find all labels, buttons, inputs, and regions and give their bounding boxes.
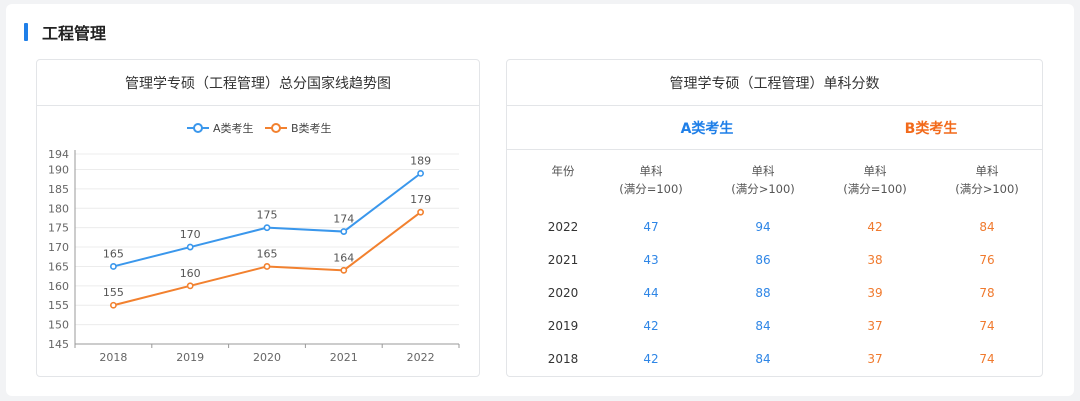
data-point <box>340 228 348 235</box>
trend-chart-title: 管理学专硕（工程管理）总分国家线趋势图 <box>37 60 479 106</box>
col-head-bover: 单科 (满分>100) <box>931 162 1042 198</box>
data-point <box>186 243 194 251</box>
data-label: 165 <box>103 247 124 260</box>
x-tick-label: 2019 <box>176 351 204 364</box>
data-label: 164 <box>333 251 354 264</box>
cell-year: 2020 <box>547 286 579 300</box>
group-header-row: A类考生 B类考生 <box>507 106 1042 150</box>
cell-a-100: 43 <box>643 253 659 267</box>
cell-year: 2022 <box>547 220 579 234</box>
legend-label: A类考生 <box>213 121 254 135</box>
cell-b-over: 78 <box>979 286 995 300</box>
data-point <box>417 169 424 177</box>
section-title-text: 工程管理 <box>42 24 107 43</box>
cell-year: 2018 <box>547 352 579 366</box>
cell-a-over: 94 <box>755 220 771 234</box>
col-head-line1: 单科 <box>863 164 887 178</box>
y-tick-label: 185 <box>48 183 69 196</box>
data-label: 165 <box>257 247 278 260</box>
score-table-card: 管理学专硕（工程管理）单科分数 A类考生 B类考生 年份 单科 (满分=100)… <box>506 59 1043 377</box>
col-head-aover: 单科 (满分>100) <box>707 162 819 198</box>
y-tick-label: 194 <box>48 148 69 161</box>
data-label: 170 <box>180 228 201 241</box>
data-label: 160 <box>180 267 201 280</box>
data-label: 155 <box>103 286 124 299</box>
cell-a-over: 84 <box>755 352 771 366</box>
col-head-line2: (满分=100) <box>619 182 683 196</box>
cell-a-100: 47 <box>643 220 659 234</box>
cell-a-100: 42 <box>643 319 659 333</box>
trend-line-chart: 145 150 155 160 165 170 175 180 185 190 194 2018 201… <box>48 121 460 364</box>
col-head-line2: (满分>100) <box>731 182 795 196</box>
cell-a-over: 84 <box>755 319 771 333</box>
cell-b-100: 39 <box>867 286 883 300</box>
x-tick-label: 2022 <box>407 351 435 364</box>
y-tick-label: 155 <box>48 299 69 312</box>
x-tick-label: 2020 <box>253 351 281 364</box>
cell-b-over: 84 <box>979 220 995 234</box>
y-tick-label: 145 <box>48 338 69 351</box>
data-label: 189 <box>410 154 431 167</box>
score-table-title: 管理学专硕（工程管理）单科分数 <box>507 60 1042 106</box>
col-head-b100: 单科 (满分=100) <box>819 162 931 198</box>
y-tick-label: 180 <box>48 202 69 215</box>
y-tick-label: 160 <box>48 280 69 293</box>
page: 工程管理 管理学专硕（工程管理）总分国家线趋势图 145 150 155 160 165… <box>6 4 1074 396</box>
data-point <box>263 263 271 270</box>
data-label: 174 <box>333 213 354 226</box>
cell-b-100: 37 <box>867 319 883 333</box>
cell-year: 2019 <box>547 319 579 333</box>
cell-b-100: 37 <box>867 352 883 366</box>
cell-a-100: 44 <box>643 286 659 300</box>
col-head-line1: 单科 <box>975 164 999 178</box>
cell-b-100: 42 <box>867 220 883 234</box>
y-tick-label: 170 <box>48 241 69 254</box>
cell-a-over: 86 <box>755 253 771 267</box>
legend-label: B类考生 <box>291 121 332 135</box>
group-b-label: B类考生 <box>904 121 958 137</box>
y-tick-label: 165 <box>48 260 69 273</box>
col-head-line1: 单科 <box>751 164 775 178</box>
data-point <box>110 301 117 309</box>
cell-b-over: 74 <box>979 319 995 333</box>
col-head-line1: 年份 <box>551 164 575 178</box>
section-title: 工程管理 <box>24 22 107 43</box>
section-accent-bar <box>24 23 28 41</box>
cell-a-over: 88 <box>755 286 771 300</box>
col-head-year: 年份 <box>507 162 619 180</box>
y-tick-label: 150 <box>48 319 69 332</box>
x-tick-label: 2021 <box>330 351 358 364</box>
x-tick-label: 2018 <box>99 351 127 364</box>
legend-marker <box>271 123 281 133</box>
col-head-line2: (满分>100) <box>955 182 1019 196</box>
data-point <box>263 224 271 232</box>
group-a-label: A类考生 <box>680 121 734 137</box>
col-head-line2: (满分=100) <box>843 182 907 196</box>
cell-year: 2021 <box>547 253 579 267</box>
y-tick-label: 175 <box>48 222 69 235</box>
col-head-a100: 单科 (满分=100) <box>595 162 707 198</box>
cell-b-over: 74 <box>979 352 995 366</box>
legend-marker <box>193 123 203 133</box>
data-label: 179 <box>410 193 431 206</box>
trend-chart-card: 管理学专硕（工程管理）总分国家线趋势图 145 150 155 160 165 170 17… <box>36 59 480 377</box>
data-label: 175 <box>257 209 278 222</box>
y-tick-label: 190 <box>48 164 69 177</box>
cell-a-100: 42 <box>643 352 659 366</box>
cell-b-100: 38 <box>867 253 883 267</box>
data-point <box>186 282 194 290</box>
cell-b-over: 76 <box>979 253 995 267</box>
data-point <box>417 208 424 216</box>
col-head-line1: 单科 <box>639 164 663 178</box>
data-point <box>110 263 117 270</box>
data-point <box>340 266 348 274</box>
